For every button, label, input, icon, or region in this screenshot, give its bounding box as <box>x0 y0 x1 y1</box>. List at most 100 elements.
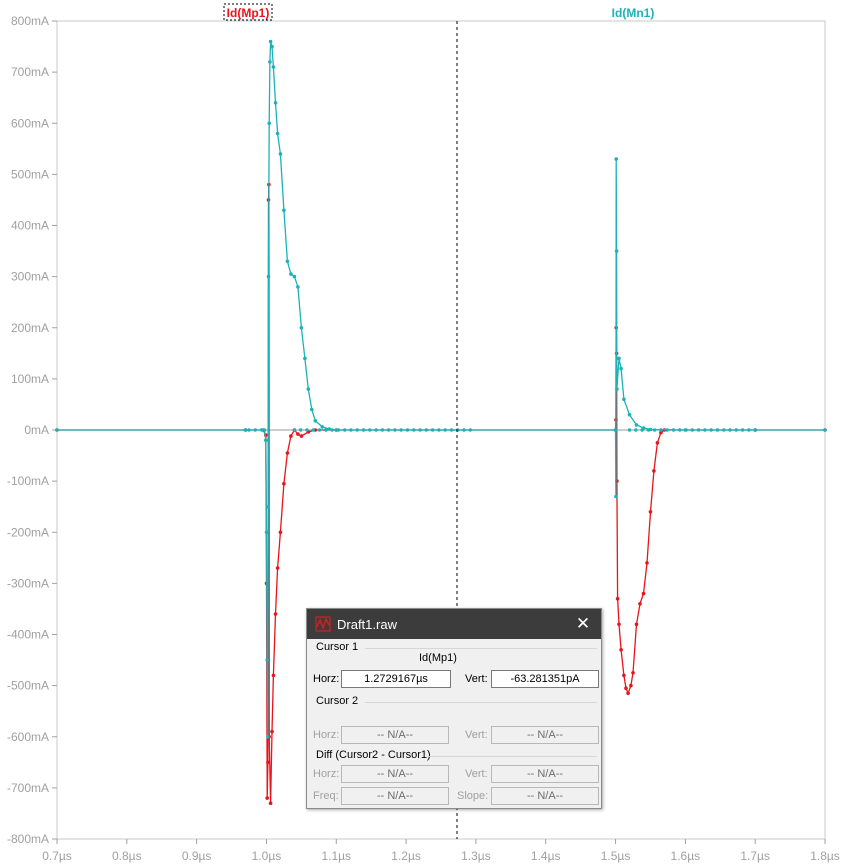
x-tick-label: 1.2µs <box>391 849 421 863</box>
data-point <box>418 428 422 432</box>
data-point <box>313 419 318 423</box>
x-axis: 0.7µs 0.8µs 0.9µs 1.0µs 1.1µs 1.2µs 1.3µs 1.4µs… <box>42 839 840 863</box>
diff-horz-label: Horz: <box>313 768 340 780</box>
data-point <box>268 60 272 64</box>
data-point <box>622 673 626 678</box>
divider <box>429 756 597 757</box>
cursor1-horz-label: Horz: <box>313 673 340 685</box>
data-point <box>671 428 676 432</box>
y-tick-label: 700mA <box>11 65 49 79</box>
x-tick-label: 1.8µs <box>810 849 840 863</box>
trace-label-selection-box <box>223 3 273 21</box>
y-tick-label: -600mA <box>7 730 49 744</box>
data-point <box>299 434 304 438</box>
data-point <box>640 428 644 432</box>
data-point <box>264 530 269 535</box>
data-point <box>624 686 628 690</box>
y-tick-label: -500mA <box>7 679 49 693</box>
cursor2-horz-label: Horz: <box>313 729 340 741</box>
data-point <box>703 428 707 432</box>
data-point <box>266 735 270 739</box>
data-point <box>619 366 623 371</box>
data-point <box>336 428 341 432</box>
y-tick-label: -800mA <box>7 832 49 846</box>
data-point <box>273 612 278 616</box>
diff-slope-label: Slope: <box>457 790 489 802</box>
data-point <box>659 428 663 432</box>
data-point <box>278 530 283 535</box>
data-point <box>270 44 274 49</box>
data-point <box>722 428 726 432</box>
y-tick-label: -300mA <box>7 576 49 590</box>
cursor1-trace-name: Id(Mp1) <box>419 652 457 664</box>
data-point <box>253 428 257 432</box>
trace-label-id-mp1[interactable]: Id(Mp1) <box>227 6 270 20</box>
x-tick-label: 1.5µs <box>601 849 631 863</box>
data-point <box>289 272 293 276</box>
data-point <box>303 356 307 361</box>
data-point <box>614 249 619 253</box>
cursor1-vert-field[interactable]: -63.281351pA <box>491 670 599 688</box>
data-point <box>292 428 297 432</box>
data-point <box>271 673 276 678</box>
y-tick-label: 100mA <box>11 372 49 386</box>
data-point <box>634 428 638 432</box>
x-tick-label: 1.1µs <box>321 849 351 863</box>
data-point <box>634 622 639 627</box>
data-point <box>399 428 403 432</box>
traces <box>55 39 827 805</box>
data-point <box>259 428 264 432</box>
step-markers <box>247 428 757 432</box>
data-point <box>282 208 286 212</box>
data-point <box>275 131 280 136</box>
data-point <box>368 428 372 432</box>
data-point <box>311 428 315 432</box>
data-point <box>622 397 626 402</box>
data-point <box>753 428 757 432</box>
data-point <box>626 691 630 696</box>
data-point <box>330 428 334 432</box>
diff-group-label: Diff (Cursor2 - Cursor1) <box>316 749 431 761</box>
data-point <box>617 356 621 361</box>
close-icon[interactable]: ✕ <box>575 614 591 633</box>
y-tick-label: 300mA <box>11 270 49 284</box>
data-point <box>292 274 297 279</box>
x-tick-label: 0.9µs <box>182 849 212 863</box>
dialog-title-bar[interactable]: Draft1.raw ✕ <box>307 609 601 639</box>
cursor1-horz-field[interactable]: 1.2729167µs <box>341 670 451 688</box>
data-point <box>690 428 694 432</box>
data-point <box>247 428 251 432</box>
diff-freq-label: Freq: <box>313 790 339 802</box>
data-point <box>437 428 441 432</box>
data-point <box>709 428 713 432</box>
data-point <box>823 428 827 432</box>
data-point <box>355 428 359 432</box>
data-point <box>740 428 745 432</box>
data-point <box>285 451 290 455</box>
data-point <box>270 729 274 734</box>
data-point <box>665 428 669 432</box>
data-point <box>310 407 314 412</box>
data-point <box>349 428 353 432</box>
data-point <box>320 425 325 429</box>
data-point <box>317 428 322 432</box>
data-point <box>327 427 332 431</box>
data-point <box>652 469 656 473</box>
data-point <box>273 101 278 105</box>
data-point <box>430 428 435 432</box>
data-point <box>268 801 273 805</box>
data-point <box>266 504 271 509</box>
data-point <box>462 428 466 432</box>
data-point <box>299 326 304 330</box>
data-point <box>614 494 618 499</box>
x-tick-label: 1.4µs <box>531 849 561 863</box>
diff-slope-field: -- N/A-- <box>491 787 599 805</box>
data-point <box>305 428 309 432</box>
diff-vert-label: Vert: <box>465 768 488 780</box>
data-point <box>285 259 290 264</box>
divider <box>365 648 597 649</box>
cursor2-vert-label: Vert: <box>465 729 488 741</box>
trace-label-id-mn1[interactable]: Id(Mn1) <box>612 6 655 20</box>
data-point <box>374 428 378 432</box>
x-tick-label: 0.8µs <box>112 849 142 863</box>
